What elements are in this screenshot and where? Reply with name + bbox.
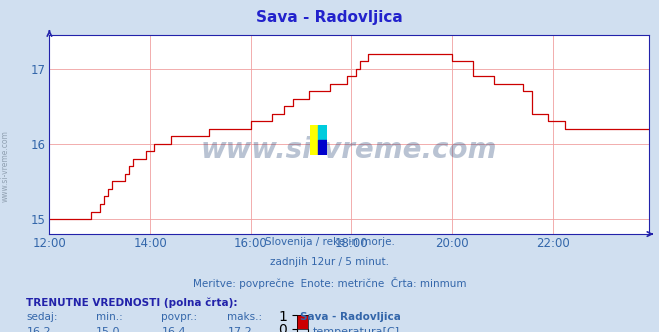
Text: sedaj:: sedaj: [26,312,58,322]
Text: www.si-vreme.com: www.si-vreme.com [201,136,498,164]
Polygon shape [318,125,327,140]
Text: www.si-vreme.com: www.si-vreme.com [1,130,10,202]
Text: Sava - Radovljica: Sava - Radovljica [256,10,403,25]
Text: min.:: min.: [96,312,123,322]
Polygon shape [318,140,327,155]
Text: 16,4: 16,4 [161,327,186,332]
Text: 15,0: 15,0 [96,327,120,332]
Text: 17,2: 17,2 [227,327,252,332]
Text: povpr.:: povpr.: [161,312,198,322]
Text: Slovenija / reke in morje.: Slovenija / reke in morje. [264,237,395,247]
Text: Sava - Radovljica: Sava - Radovljica [300,312,401,322]
Text: 16,2: 16,2 [26,327,51,332]
Text: zadnjih 12ur / 5 minut.: zadnjih 12ur / 5 minut. [270,257,389,267]
Text: TRENUTNE VREDNOSTI (polna črta):: TRENUTNE VREDNOSTI (polna črta): [26,297,238,308]
Text: maks.:: maks.: [227,312,262,322]
Polygon shape [310,125,318,155]
Text: temperatura[C]: temperatura[C] [313,327,400,332]
Text: Meritve: povprečne  Enote: metrične  Črta: minmum: Meritve: povprečne Enote: metrične Črta:… [192,277,467,289]
